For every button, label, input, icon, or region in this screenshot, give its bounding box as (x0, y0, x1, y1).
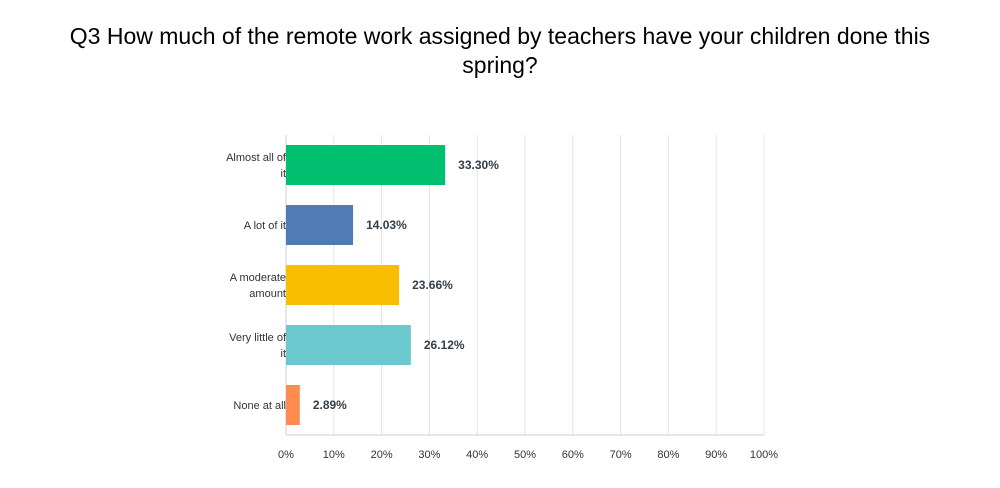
category-label: it (281, 348, 287, 360)
category-label: amount (249, 288, 286, 300)
category-label: Almost all of (226, 152, 287, 164)
data-label: 23.66% (412, 278, 453, 292)
category-label: it (281, 168, 287, 180)
category-label: Very little of (229, 332, 287, 344)
category-label: None at all (233, 400, 286, 412)
chart-title: Q3 How much of the remote work assigned … (69, 23, 931, 78)
x-tick-label: 30% (418, 449, 440, 461)
x-tick-label: 40% (466, 449, 488, 461)
x-tick-label: 20% (371, 449, 393, 461)
bar (286, 205, 354, 245)
x-tick-label: 60% (562, 449, 584, 461)
data-label: 26.12% (424, 338, 465, 352)
x-tick-label: 70% (610, 449, 632, 461)
data-label: 14.03% (366, 218, 407, 232)
bar (286, 325, 411, 365)
x-tick-label: 0% (278, 449, 294, 461)
x-tick-label: 50% (514, 449, 536, 461)
bar (286, 145, 446, 185)
x-tick-label: 80% (657, 449, 679, 461)
x-tick-label: 90% (705, 449, 727, 461)
data-label: 33.30% (458, 158, 499, 172)
x-tick-label: 100% (750, 449, 778, 461)
x-tick-label: 10% (323, 449, 345, 461)
bar (286, 385, 300, 425)
category-label: A lot of it (244, 220, 286, 232)
bar (286, 265, 400, 305)
data-label: 2.89% (313, 398, 347, 412)
category-label: A moderate (230, 272, 286, 284)
